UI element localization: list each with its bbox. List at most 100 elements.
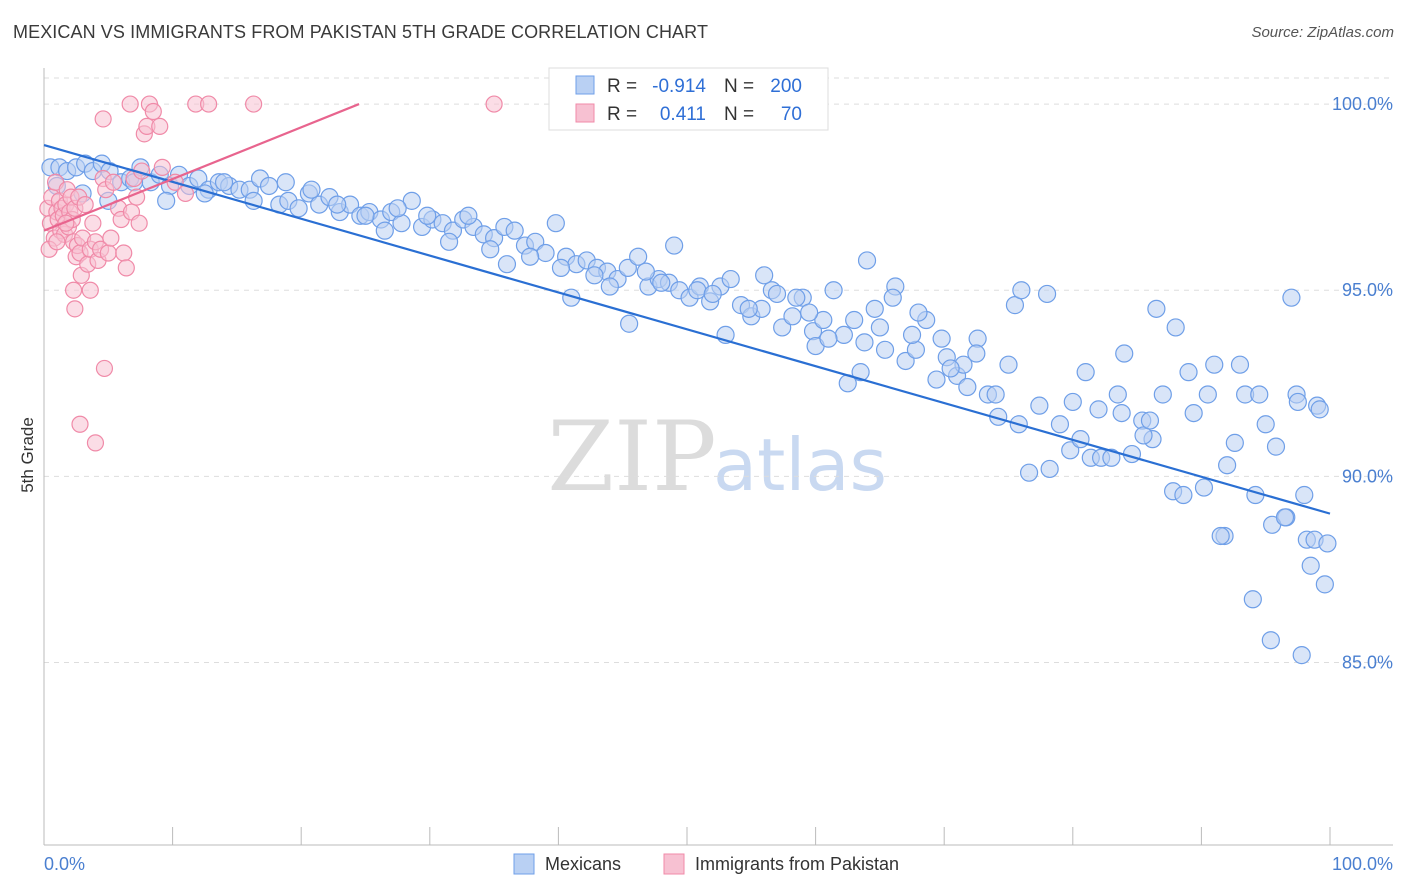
stats-n-label-pakistan: N = [724,104,754,125]
x-ticks [43,827,1331,845]
data-point [814,310,833,330]
data-point [356,206,375,225]
legend-swatch-mexicans [513,853,535,875]
data-point [144,102,162,121]
data-point [1230,355,1250,374]
stats-r-label-mexicans: R = [607,76,637,97]
y-tick-labels: 100.0% 95.0% 90.0% 85.0% [1332,94,1393,672]
data-point [485,95,503,113]
data-point [130,214,148,232]
data-point [1288,392,1307,412]
data-point [245,95,263,113]
data-point [1076,363,1095,382]
stats-r-value-pakistan: 0.411 [660,104,706,125]
data-point [71,415,89,433]
data-point [1225,433,1244,452]
data-point [909,303,928,322]
data-point [1166,318,1185,337]
data-point [289,199,308,218]
data-point [1315,575,1334,594]
data-point [1292,646,1311,665]
stats-n-value-pakistan: 70 [781,104,802,125]
data-point [906,340,926,359]
x-tick-label-max: 100.0% [1332,854,1393,874]
x-tick-label-min: 0.0% [44,854,85,874]
stats-n-label-mexicans: N = [724,76,754,97]
data-point [851,363,870,382]
watermark-atlas: atlas [713,423,887,507]
data-point [585,266,604,285]
y-tick-label: 90.0% [1342,466,1393,486]
data-point [865,299,884,318]
data-point [392,214,411,233]
data-point [986,385,1005,404]
data-point [76,195,94,214]
data-point [1061,441,1080,460]
data-point [1310,400,1329,419]
data-point [276,173,295,192]
data-point [629,247,648,266]
data-point [1256,415,1275,434]
data-point [102,229,120,247]
data-point [618,258,637,277]
data-point [1050,415,1070,434]
data-point [1295,485,1314,505]
data-point [459,206,478,225]
data-point [688,281,707,300]
data-point [1275,508,1295,527]
legend-swatch-pakistan [663,853,685,875]
stats-swatch-pakistan [575,103,595,123]
trend-line-mexicans [43,143,1331,515]
data-point [64,281,83,299]
data-point [104,173,123,191]
data-point [388,199,407,218]
data-point [902,325,922,345]
chart-title: MEXICAN VS IMMIGRANTS FROM PAKISTAN 5TH … [13,22,709,42]
data-point [1089,400,1108,419]
data-point [1112,403,1131,423]
y-tick-label: 100.0% [1332,94,1393,114]
data-point [1071,430,1090,449]
data-point [259,176,279,196]
series-mexicans-points [41,154,1337,665]
data-point [665,236,684,255]
y-axis-title: 5th Grade [18,417,37,493]
data-point [870,318,890,337]
data-point [1040,459,1059,479]
data-point [773,318,792,337]
data-point [1019,463,1039,482]
data-point [151,117,169,136]
data-point [1153,385,1172,404]
data-point [1184,403,1203,423]
data-point [157,191,176,210]
data-point [652,273,671,292]
bottom-legend: Mexicans Immigrants from Pakistan [513,853,899,875]
stats-n-value-mexicans: 200 [770,76,802,97]
trend-line-pakistan [43,103,360,232]
data-point [600,277,619,296]
data-point [244,191,263,210]
data-point [855,333,874,352]
y-tick-label: 85.0% [1342,653,1393,673]
data-point [941,359,960,378]
stats-swatch-mexicans [575,75,595,95]
data-point [402,191,421,210]
data-point [48,233,66,251]
data-point [755,266,774,285]
data-point [787,288,806,307]
watermark-zip: ZIP [547,401,716,513]
data-point [1179,363,1198,382]
data-point [505,221,524,240]
data-point [1198,385,1217,404]
data-point [121,95,139,113]
data-point [958,377,977,397]
data-point [418,206,437,225]
data-point [86,434,105,452]
data-point [1140,411,1160,430]
data-point [703,284,722,304]
data-point [767,284,787,304]
data-point [1205,355,1224,374]
data-point [739,299,758,318]
data-point [1102,448,1121,467]
